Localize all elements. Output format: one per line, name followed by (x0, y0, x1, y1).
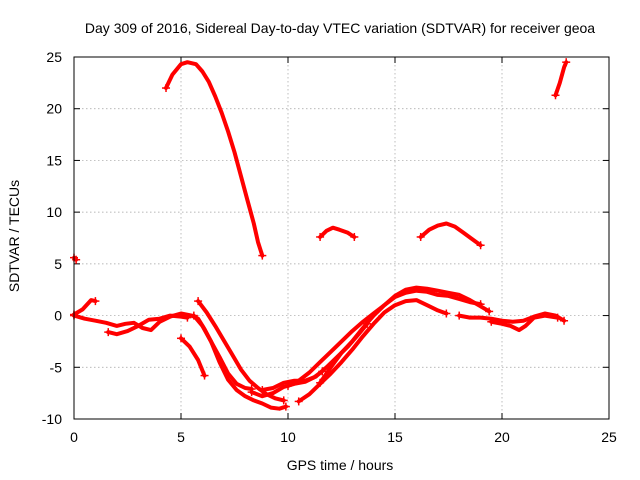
chart-title: Day 309 of 2016, Sidereal Day-to-day VTE… (85, 20, 595, 36)
series-high-arc-1 (166, 62, 262, 255)
data-series (70, 58, 570, 410)
series-low-1 (74, 300, 95, 314)
y-tick-label: 0 (54, 308, 62, 324)
y-tick-label: 20 (46, 101, 62, 117)
chart: Day 309 of 2016, Sidereal Day-to-day VTE… (0, 0, 640, 480)
series-high-arc-3 (421, 224, 481, 246)
x-tick-label: 15 (387, 429, 403, 445)
x-tick-label: 0 (70, 429, 78, 445)
series-low-13 (491, 316, 557, 331)
y-tick-label: 25 (46, 49, 62, 65)
series-high-arc-4 (556, 62, 567, 95)
y-tick-label: 15 (46, 152, 62, 168)
x-axis-label: GPS time / hours (287, 457, 394, 473)
y-tick-label: -10 (42, 411, 62, 427)
y-axis-label: SDTVAR / TECUs (6, 180, 22, 292)
series-low-4 (181, 338, 205, 375)
x-tick-label: 20 (494, 429, 510, 445)
y-tick-label: 5 (54, 256, 62, 272)
series-high-arc-2 (320, 228, 354, 237)
data-point-marker (455, 312, 463, 320)
x-tick-label: 5 (177, 429, 185, 445)
data-point-marker (91, 297, 99, 305)
data-point-marker (104, 328, 112, 336)
y-tick-label: 10 (46, 204, 62, 220)
x-tick-label: 25 (601, 429, 617, 445)
y-tick-label: -5 (50, 359, 63, 375)
x-tick-label: 10 (280, 429, 296, 445)
